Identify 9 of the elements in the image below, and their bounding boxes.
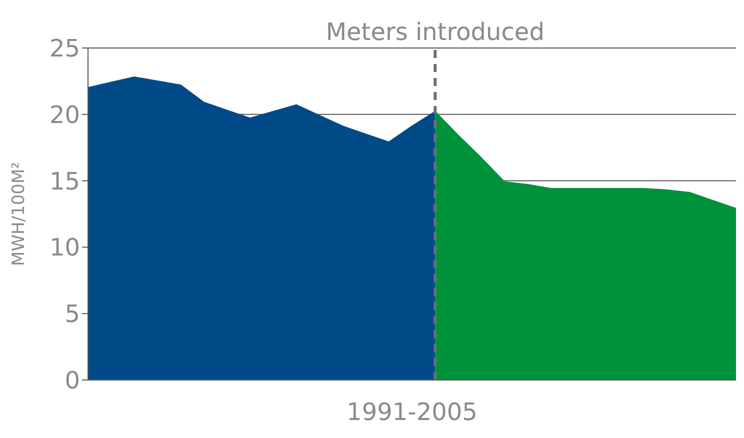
y-tick-label: 0 <box>64 366 80 395</box>
y-tick-label: 25 <box>49 34 80 63</box>
text: Meters introduced <box>326 18 544 46</box>
y-tick-label: 15 <box>49 167 80 196</box>
x-axis-title: 1991-2005 <box>346 398 478 426</box>
y-axis-title: MWH/100M² <box>9 162 30 266</box>
y-tick-label: 20 <box>49 100 80 129</box>
y-tick-label: 10 <box>49 234 80 262</box>
y-tick-label: 5 <box>64 300 80 328</box>
